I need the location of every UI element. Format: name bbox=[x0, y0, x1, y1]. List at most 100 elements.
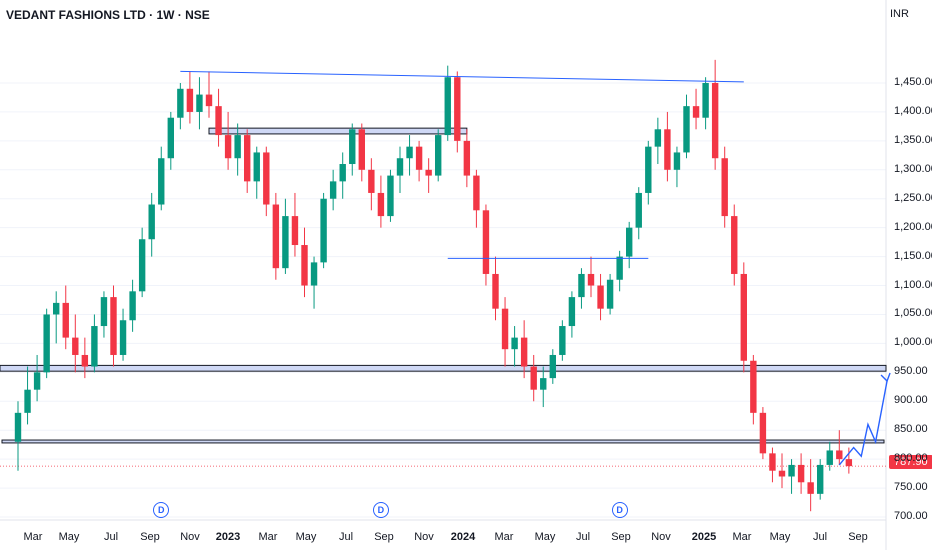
candle-body bbox=[721, 158, 728, 217]
price-tick-label: 1,100.00 bbox=[894, 278, 932, 291]
candle-body bbox=[616, 256, 623, 280]
candle-body bbox=[100, 297, 108, 327]
candle-body bbox=[511, 337, 518, 350]
candle-body bbox=[215, 106, 222, 136]
candle-body bbox=[358, 129, 365, 170]
candle-body bbox=[807, 482, 814, 494]
candle-body bbox=[626, 227, 633, 257]
candle-body bbox=[177, 88, 184, 118]
candle-body bbox=[731, 216, 738, 274]
candle-body bbox=[282, 216, 289, 269]
dividend-marker-icon[interactable]: D bbox=[153, 502, 170, 518]
candle-body bbox=[826, 450, 833, 465]
projection-path bbox=[838, 380, 888, 466]
candle-body bbox=[310, 262, 318, 286]
candle-body bbox=[110, 297, 117, 355]
time-tick-label: Jul bbox=[575, 531, 591, 543]
candle-body bbox=[673, 152, 681, 170]
candle-body bbox=[291, 216, 299, 246]
candle-body bbox=[692, 106, 700, 118]
symbol-title[interactable]: VEDANT FASHIONS LTD · 1W · NSE bbox=[6, 8, 210, 22]
time-tick-label: May bbox=[58, 531, 80, 543]
candle-body bbox=[320, 198, 327, 263]
candle-body bbox=[24, 389, 31, 413]
candle-body bbox=[817, 464, 824, 494]
candle-body bbox=[167, 117, 174, 159]
candle-body bbox=[635, 192, 642, 228]
time-tick-label: May bbox=[534, 531, 556, 543]
support-zone-950 bbox=[0, 364, 887, 372]
candle-body bbox=[263, 152, 270, 205]
time-tick-label: Mar bbox=[258, 531, 278, 543]
candle-body bbox=[444, 77, 451, 136]
time-tick-label: Mar bbox=[23, 531, 43, 543]
candle-body bbox=[329, 181, 337, 199]
candle-body bbox=[396, 158, 404, 176]
candle-body bbox=[654, 129, 662, 147]
candle-body bbox=[797, 464, 805, 483]
candle-body bbox=[406, 146, 413, 159]
price-tick-label: 1,400.00 bbox=[894, 104, 932, 117]
price-tick-label: 1,150.00 bbox=[894, 249, 932, 262]
time-tick-label: Mar bbox=[732, 531, 752, 543]
candle-body bbox=[81, 354, 89, 367]
candle-body bbox=[387, 175, 394, 217]
candle-body bbox=[33, 372, 41, 390]
price-tick-label: 1,300.00 bbox=[894, 162, 932, 175]
candle-body bbox=[750, 360, 757, 413]
resistance-trendline bbox=[180, 70, 744, 83]
candle-body bbox=[91, 326, 98, 367]
candle-body bbox=[14, 412, 22, 442]
dividend-marker-icon[interactable]: D bbox=[372, 502, 389, 518]
candle-body bbox=[549, 354, 556, 379]
time-tick-label: May bbox=[769, 531, 791, 543]
support-zone-830 bbox=[1, 439, 885, 444]
price-tick-label: 800.00 bbox=[894, 452, 928, 465]
candle-body bbox=[492, 273, 499, 309]
time-tick-label: May bbox=[295, 531, 317, 543]
candle-body bbox=[119, 320, 127, 355]
candle-body bbox=[836, 450, 843, 460]
currency-label: INR bbox=[890, 8, 909, 20]
price-tick-label: 1,200.00 bbox=[894, 220, 932, 233]
candle-body bbox=[415, 146, 423, 170]
candle-body bbox=[664, 129, 671, 170]
candle-body bbox=[62, 302, 69, 338]
candle-body bbox=[520, 337, 528, 367]
time-tick-label: Jul bbox=[338, 531, 354, 543]
candle-body bbox=[148, 204, 155, 240]
price-tick-label: 900.00 bbox=[894, 394, 928, 407]
candle-body bbox=[501, 308, 509, 350]
candle-body bbox=[368, 169, 375, 193]
candle-body bbox=[587, 273, 595, 286]
price-tick-label: 1,450.00 bbox=[894, 76, 932, 88]
candle-body bbox=[454, 77, 461, 141]
price-tick-label: 750.00 bbox=[894, 481, 928, 494]
candle-body bbox=[244, 135, 251, 182]
candle-body bbox=[559, 326, 566, 355]
candle-body bbox=[778, 470, 786, 477]
candle-body bbox=[196, 94, 203, 112]
candle-body bbox=[72, 337, 79, 355]
price-tick-label: 1,000.00 bbox=[894, 336, 932, 349]
candle-body bbox=[578, 273, 585, 298]
candle-body bbox=[138, 239, 146, 292]
candle-body bbox=[43, 314, 50, 373]
candle-body bbox=[349, 129, 356, 165]
candle-body bbox=[788, 464, 795, 477]
candle-body bbox=[272, 204, 280, 269]
candle-body bbox=[540, 378, 547, 390]
candle-body bbox=[224, 135, 232, 159]
price-tick-label: 850.00 bbox=[894, 423, 928, 436]
candle-body bbox=[339, 164, 346, 182]
candle-body bbox=[158, 158, 165, 205]
candle-body bbox=[568, 297, 576, 327]
price-tick-label: 1,350.00 bbox=[894, 133, 932, 146]
time-tick-label: 2025 bbox=[691, 531, 717, 543]
candle-body bbox=[597, 285, 604, 309]
dividend-marker-icon[interactable]: D bbox=[611, 502, 628, 518]
time-tick-label: Jul bbox=[103, 531, 119, 543]
candle-body bbox=[129, 291, 136, 321]
